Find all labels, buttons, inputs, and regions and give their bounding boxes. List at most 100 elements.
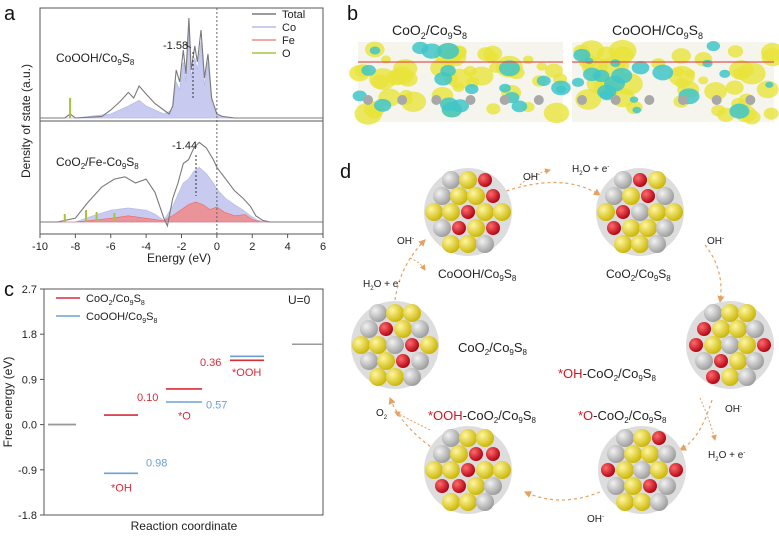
charge-depletion-blob: [599, 89, 615, 101]
species-h2o-e-left: H2O + e-: [363, 279, 400, 292]
panel-b-right-title: CoOOH/Co9S8: [612, 22, 703, 41]
lattice-atom: [650, 461, 668, 479]
lattice-atom: [386, 368, 404, 386]
fe-ytick-label: -1.8: [18, 510, 37, 522]
charge-accumulation-blob: [704, 82, 728, 101]
fe-ytick-label: 0.9: [22, 374, 37, 386]
dos-top-label: CoOOH/Co9S8: [56, 51, 135, 67]
lattice-atom: [459, 429, 477, 447]
lattice-atom: [459, 235, 477, 253]
lattice-atom: [616, 429, 634, 447]
lattice-atom: [624, 477, 642, 495]
slab-atom: [711, 95, 722, 105]
charge-accumulation-blob: [675, 77, 689, 89]
charge-depletion-blob: [632, 106, 642, 114]
panel-label-a: a: [4, 3, 16, 25]
charge-accumulation-blob: [543, 102, 570, 124]
lattice-atom: [377, 352, 395, 370]
lattice-atom: [746, 320, 764, 338]
slab-atom: [363, 95, 373, 105]
lattice-atom: [411, 320, 429, 338]
dos-top-center-label: -1.58: [163, 40, 188, 52]
lattice-atom: [656, 187, 674, 205]
oxygen-atom: [461, 463, 475, 477]
panel-label-b: b: [347, 3, 358, 25]
charge-depletion-blob: [629, 96, 639, 103]
charge-depletion-blob: [498, 60, 520, 77]
lattice-atom: [622, 187, 640, 205]
oxygen-atom: [478, 173, 492, 187]
lattice-atom: [605, 187, 623, 205]
charge-accumulation-blob: [727, 45, 744, 58]
slab-atom: [533, 95, 544, 105]
oxygen-atom: [469, 447, 483, 461]
charge-accumulation-blob: [371, 74, 390, 89]
lattice-atom: [476, 203, 494, 221]
lattice-atom: [352, 336, 370, 354]
species-h2o-e-top: H2O + e-: [572, 164, 609, 177]
fe-xlabel: Reaction coordinate: [131, 519, 238, 533]
lattice-atom: [433, 445, 451, 463]
dos-bottom-center-label: -1.44: [172, 140, 197, 152]
arrow-o2-release: [394, 411, 431, 431]
oxygen-atom: [486, 189, 500, 203]
dos-top-center-leader: [184, 43, 192, 49]
dos-chart: -10 -8 -6 -4 -2 0 2 4 6 Energy (eV) Density of s…: [19, 7, 326, 265]
oxygen-atom: [689, 338, 703, 352]
lattice-atom: [633, 429, 651, 447]
lattice-atom: [476, 493, 494, 511]
dos-xlabel: Energy (eV): [147, 251, 211, 265]
lattice-atom: [704, 336, 722, 354]
oxygen-atom: [396, 354, 410, 368]
charge-depletion-blob: [439, 97, 459, 112]
lattice-atom: [369, 368, 387, 386]
dos-xtick-label: -4: [141, 241, 151, 253]
charge-accumulation-blob: [393, 59, 418, 79]
dos-xtick-label: -2: [177, 241, 187, 253]
lattice-atom: [476, 235, 494, 253]
fe-step-label-red: 0.36: [200, 357, 221, 369]
dos-xtick-label: 0: [214, 241, 220, 253]
lattice-atom: [633, 461, 651, 479]
lattice-atom: [624, 445, 642, 463]
arrow-left-release: [409, 257, 426, 271]
lattice-atom: [394, 320, 412, 338]
fe-step-label-blue: 0.57: [206, 400, 227, 412]
oxygen-atom: [706, 370, 720, 384]
species-oh-left: OH-: [397, 236, 414, 247]
dos-legend-label: Fe: [282, 35, 295, 47]
slab-atom: [431, 95, 442, 105]
lattice-atom: [433, 219, 451, 237]
charge-depletion-blob: [719, 69, 731, 78]
lattice-atom: [738, 304, 756, 322]
slab-atom: [610, 95, 621, 105]
slab-atom: [577, 95, 587, 105]
oxygen-atom: [452, 479, 466, 493]
lattice-atom: [729, 352, 747, 370]
lattice-atom: [648, 171, 666, 189]
lattice-atom: [622, 219, 640, 237]
oxygen-atom: [379, 322, 393, 336]
catalytic-cycle-arrows: [388, 168, 725, 501]
charge-depletion-blob: [555, 85, 567, 94]
slab-atom: [397, 95, 408, 105]
lattice-atom: [403, 368, 421, 386]
charge-depletion-blob: [702, 59, 713, 68]
charge-depletion-blob: [652, 64, 674, 81]
panel-label-c: c: [4, 279, 14, 301]
dos-bottom-total-line: [40, 141, 323, 228]
lattice-atom: [420, 336, 438, 354]
lattice-atom: [369, 304, 387, 322]
label-coo2-top-right: CoO2/Co9S8: [606, 267, 671, 283]
slab-atom: [499, 95, 510, 105]
oxygen-atom: [601, 463, 615, 477]
charge-depletion-blob: [729, 103, 750, 119]
free-energy-chart: 2.7 1.8 0.9 0.0 -0.9 -1.8 0.10 0.36 0.98 0.57 *OH…: [1, 284, 324, 533]
fe-intermediate-label: *OH: [111, 482, 132, 494]
dos-xtick-label: 2: [249, 241, 255, 253]
charge-accumulation-blob: [544, 63, 563, 78]
charge-depletion-blob: [412, 41, 429, 55]
dos-top-total-line: [40, 17, 323, 119]
